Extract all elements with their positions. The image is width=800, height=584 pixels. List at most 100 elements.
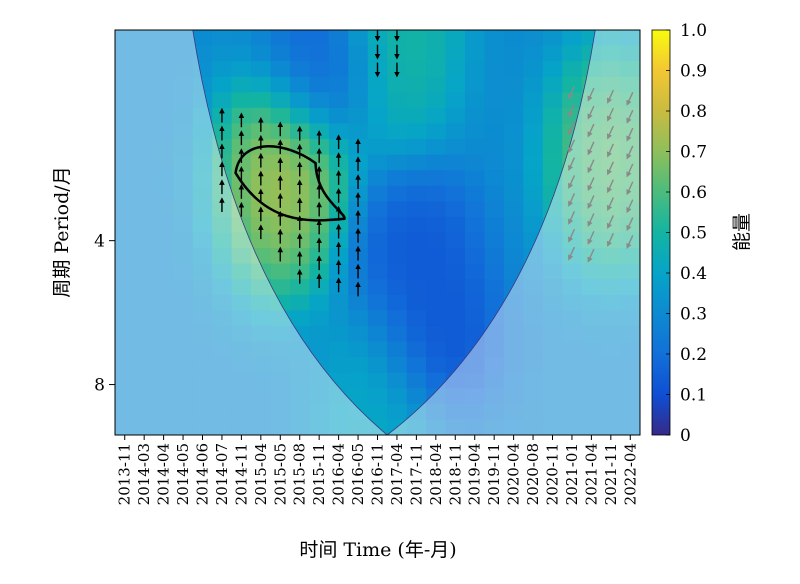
- phase-arrow: [587, 177, 595, 192]
- heatmap-cell: [445, 388, 466, 405]
- heatmap-cell: [562, 310, 583, 327]
- heatmap-cell: [173, 248, 194, 265]
- heatmap-cell: [581, 154, 602, 171]
- heatmap-cell: [503, 154, 524, 171]
- heatmap-cell: [484, 92, 505, 109]
- heatmap-cell: [134, 372, 155, 389]
- heatmap-cell: [348, 216, 369, 234]
- heatmap-cell: [601, 232, 622, 249]
- heatmap-cell: [290, 325, 311, 343]
- heatmap-cell: [406, 263, 427, 280]
- heatmap-cell: [465, 357, 486, 374]
- heatmap-cell: [387, 310, 408, 327]
- heatmap-cell: [134, 279, 155, 296]
- heatmap-cell: [465, 372, 486, 389]
- heatmap-cell: [115, 310, 136, 327]
- heatmap-cell: [348, 45, 369, 62]
- heatmap-cell: [212, 294, 233, 311]
- x-tick-label: 2014-11: [232, 443, 250, 505]
- heatmap-cell: [367, 341, 388, 358]
- heatmap-cell: [212, 357, 233, 374]
- heatmap-cell: [426, 310, 447, 327]
- heatmap-cell: [134, 139, 155, 156]
- heatmap-cell: [445, 107, 466, 125]
- heatmap-cell: [503, 170, 524, 187]
- heatmap-cell: [601, 185, 622, 202]
- heatmap-cell: [309, 357, 330, 374]
- x-tick-label: 2013-11: [116, 443, 134, 505]
- heatmap-cell: [134, 45, 155, 62]
- heatmap-cell: [192, 403, 213, 421]
- heatmap-cell: [445, 248, 466, 265]
- heatmap-cell: [445, 372, 466, 389]
- heatmap-cell: [523, 388, 544, 405]
- heatmap-cell: [115, 185, 136, 202]
- heatmap-cell: [173, 45, 194, 62]
- heatmap-cell: [387, 403, 408, 421]
- cone-of-influence: [115, 30, 640, 435]
- heatmap-cell: [348, 310, 369, 327]
- heatmap-cell: [153, 61, 174, 78]
- heatmap-cell: [426, 325, 447, 343]
- colorbar-ticks: 0 0.1 0.2 0.3 0.4 0.5 0.6 0.7 0.8 0.9 1.0: [666, 21, 707, 446]
- heatmap-cell: [328, 325, 349, 343]
- heatmap-cell: [601, 357, 622, 374]
- heatmap-cell: [581, 61, 602, 78]
- heatmap-cell: [212, 61, 233, 78]
- heatmap-cell: [173, 139, 194, 156]
- heatmap-cell: [620, 294, 640, 311]
- heatmap-cell: [620, 419, 640, 435]
- heatmap-cell: [445, 154, 466, 171]
- heatmap-cell: [328, 123, 349, 140]
- colorbar-tick-label: 0.9: [680, 62, 707, 82]
- heatmap-cell: [523, 154, 544, 171]
- heatmap-cell: [581, 76, 602, 93]
- heatmap-cell: [445, 92, 466, 109]
- phase-arrow: [587, 195, 595, 210]
- heatmap-cell: [212, 310, 233, 327]
- heatmap-cell: [503, 372, 524, 389]
- heatmap-cell: [620, 170, 640, 187]
- heatmap-cell: [484, 263, 505, 280]
- heatmap-cell: [348, 123, 369, 140]
- heatmap-cell: [387, 154, 408, 171]
- heatmap-cell: [426, 248, 447, 265]
- heatmap-cell: [153, 185, 174, 202]
- heatmap-cell: [426, 357, 447, 374]
- heatmap-cell: [562, 76, 583, 93]
- heatmap-cell: [445, 216, 466, 234]
- heatmap-cell: [406, 201, 427, 218]
- heatmap-cell: [328, 419, 349, 435]
- heatmap-cell: [523, 325, 544, 343]
- heatmap-cell: [192, 419, 213, 435]
- heatmap-cell: [212, 279, 233, 296]
- heatmap-cell: [503, 92, 524, 109]
- heatmap-cell: [115, 216, 136, 234]
- heatmap-cell: [445, 185, 466, 202]
- heatmap-cell: [620, 279, 640, 296]
- heatmap-cell: [115, 201, 136, 218]
- heatmap-cell: [328, 107, 349, 125]
- heatmap-cell: [484, 388, 505, 405]
- heatmap-cell: [523, 310, 544, 327]
- x-tick-label: 2020-04: [505, 443, 523, 505]
- phase-arrow: [606, 161, 614, 176]
- heatmap-cell: [367, 263, 388, 280]
- heatmap-cell: [309, 325, 330, 343]
- heatmap-cell: [192, 341, 213, 358]
- heatmap-cell: [173, 30, 194, 47]
- heatmap-cell: [251, 107, 272, 125]
- heatmap-cell: [309, 76, 330, 93]
- heatmap-cell: [153, 403, 174, 421]
- heatmap-cell: [328, 310, 349, 327]
- heatmap-cell: [173, 201, 194, 218]
- heatmap-cell: [542, 107, 563, 125]
- heatmap-cell: [367, 232, 388, 249]
- heatmap-cell: [581, 310, 602, 327]
- heatmap-cell: [231, 310, 252, 327]
- heatmap-cell: [465, 185, 486, 202]
- heatmap-cell: [348, 92, 369, 109]
- heatmap-cell: [387, 279, 408, 296]
- heatmap-cell: [484, 61, 505, 78]
- heatmap-cell: [153, 30, 174, 47]
